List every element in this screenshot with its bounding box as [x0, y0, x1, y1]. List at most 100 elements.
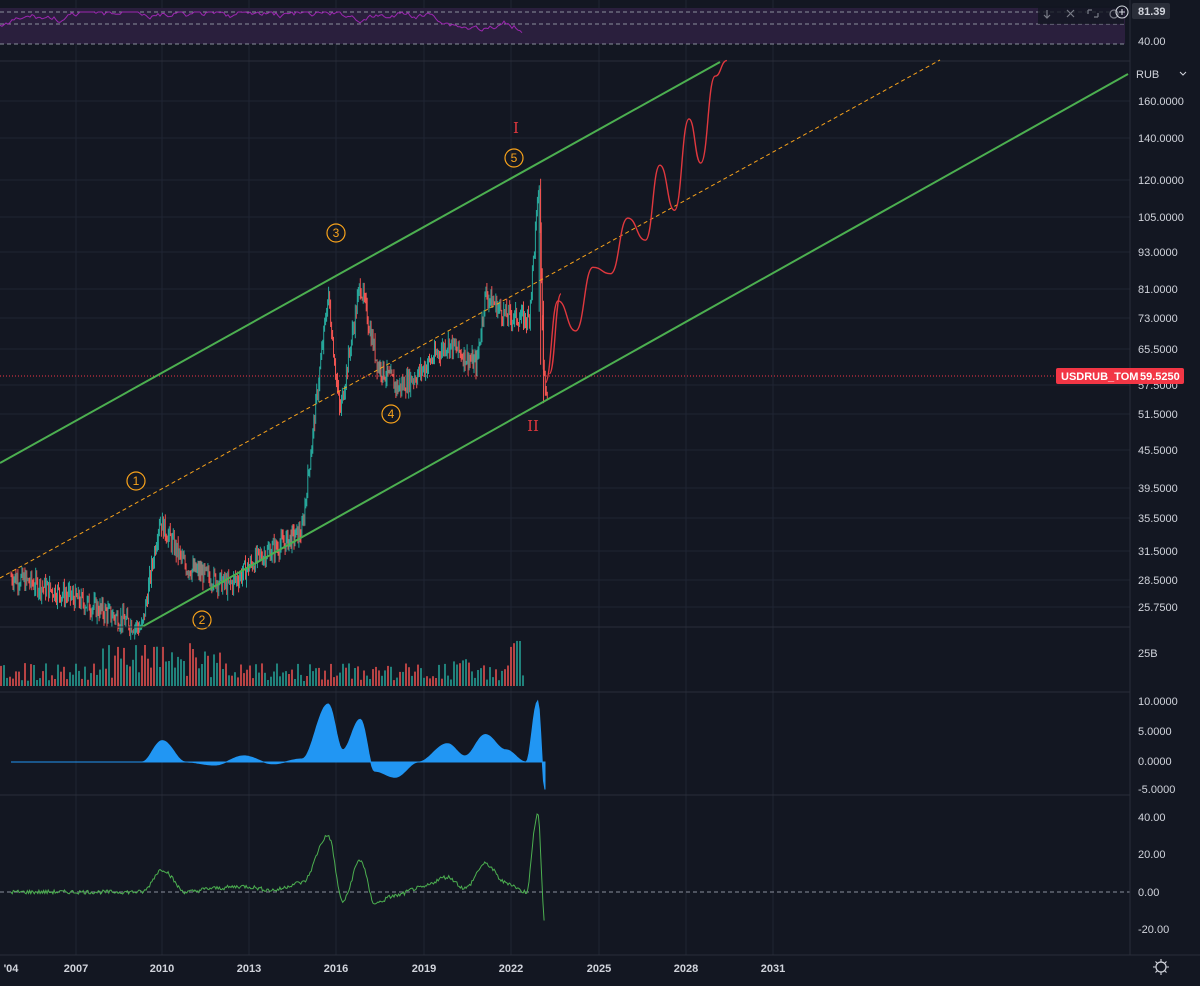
- volume-bar: [411, 675, 413, 686]
- volume-bar: [480, 668, 482, 686]
- volume-bar: [498, 680, 500, 686]
- volume-bar: [9, 676, 11, 686]
- oscillator-pane[interactable]: [11, 699, 546, 790]
- wave-label-text: 5: [511, 151, 518, 165]
- volume-bar: [213, 654, 215, 686]
- plus-circle-icon: [1115, 5, 1129, 19]
- pane-settings-button[interactable]: [1109, 9, 1119, 19]
- price-tick-label: 81.0000: [1138, 284, 1178, 296]
- volume-bar: [375, 666, 377, 686]
- volume-bar: [378, 670, 380, 686]
- volume-bar: [294, 679, 296, 686]
- volume-pane[interactable]: [0, 640, 524, 686]
- volume-bar: [510, 646, 512, 686]
- pane-toolbar[interactable]: [1038, 6, 1124, 24]
- price-badge[interactable]: USDRUB_TOM 59.5250: [1056, 368, 1184, 384]
- symbol-label: USDRUB_TOM: [1061, 371, 1138, 383]
- volume-bar: [456, 664, 458, 686]
- maximize-icon: [1087, 9, 1099, 18]
- close-pane-button[interactable]: [1066, 9, 1075, 18]
- rsi-pane[interactable]: [0, 8, 1125, 45]
- maximize-pane-button[interactable]: [1087, 9, 1099, 18]
- volume-bar: [522, 675, 524, 686]
- price-tick-label: 105.0000: [1138, 212, 1184, 224]
- volume-bar: [345, 667, 347, 686]
- volume-bar: [306, 676, 308, 686]
- chart-settings-button[interactable]: [1153, 959, 1169, 975]
- wave-label-roman-ii[interactable]: II: [527, 417, 539, 435]
- volume-bar: [429, 678, 431, 686]
- volume-bar: [93, 663, 95, 686]
- volume-bar: [282, 672, 284, 686]
- volume-bar: [399, 671, 401, 686]
- price-axis[interactable]: [1130, 0, 1200, 955]
- rsi-value-label: 81.39: [1138, 6, 1166, 18]
- volume-bar: [153, 646, 155, 686]
- time-tick-label: 2025: [587, 963, 611, 975]
- volume-bar: [432, 676, 434, 686]
- volume-bar: [513, 643, 515, 686]
- volume-bar: [222, 669, 224, 686]
- volume-bar: [468, 662, 470, 686]
- volume-bar: [132, 659, 134, 686]
- volume-bar: [144, 645, 146, 686]
- channel-median-line: [0, 59, 941, 579]
- wave-label-3[interactable]: 3: [326, 223, 346, 243]
- volume-bar: [519, 641, 521, 686]
- volume-bar: [495, 669, 497, 686]
- wave-label-1[interactable]: 1: [126, 471, 146, 491]
- volume-bar: [84, 666, 86, 686]
- volume-bar: [135, 645, 137, 686]
- volume-bar: [465, 659, 467, 686]
- volume-bar: [381, 675, 383, 686]
- currency-label[interactable]: RUB: [1136, 69, 1159, 81]
- volume-bar: [33, 665, 35, 686]
- wave-label-5[interactable]: 5: [504, 148, 524, 168]
- volume-bar: [48, 680, 50, 686]
- price-tick-label: 73.0000: [1138, 313, 1178, 325]
- volume-bar: [0, 665, 2, 686]
- time-axis[interactable]: [0, 955, 1200, 986]
- volume-bar: [492, 677, 494, 686]
- wave-label-roman-i[interactable]: I: [513, 119, 519, 137]
- volume-bar: [366, 675, 368, 686]
- wave-label-2[interactable]: 2: [192, 610, 212, 630]
- volume-bar: [309, 664, 311, 686]
- volume-bar: [177, 656, 179, 686]
- volume-bar: [87, 679, 89, 686]
- volume-bar: [162, 646, 164, 686]
- zoom-in-button[interactable]: [1115, 5, 1129, 19]
- volume-bar: [504, 669, 506, 686]
- roc-pane[interactable]: [0, 813, 1130, 921]
- volume-bar: [228, 675, 230, 686]
- osc-tick-label: -5.0000: [1138, 784, 1175, 796]
- wave-label-text: 2: [199, 613, 206, 627]
- volume-bar: [507, 665, 509, 686]
- volume-bar: [204, 651, 206, 686]
- volume-bar: [15, 671, 17, 686]
- volume-bar: [225, 663, 227, 686]
- projection-path-main: [544, 59, 728, 384]
- volume-bar: [186, 675, 188, 686]
- projection-path-alt: [548, 293, 562, 375]
- volume-bar: [231, 675, 233, 686]
- wave-label-text: 1: [133, 474, 140, 488]
- volume-bar: [264, 672, 266, 686]
- move-down-button[interactable]: [1043, 10, 1051, 19]
- volume-bar: [189, 643, 191, 686]
- volume-tick-label: 25B: [1138, 648, 1158, 660]
- price-pane[interactable]: 1 2 3 4 5 I II: [0, 59, 1130, 640]
- volume-bar: [420, 668, 422, 686]
- wave-label-4[interactable]: 4: [381, 404, 401, 424]
- volume-bar: [198, 668, 200, 686]
- osc-tick-label: 0.0000: [1138, 756, 1172, 768]
- rsi-value-badge: [1132, 3, 1170, 19]
- volume-bar: [90, 673, 92, 686]
- volume-bar: [312, 671, 314, 686]
- volume-bar: [315, 668, 317, 686]
- volume-bar: [51, 675, 53, 686]
- chevron-down-icon[interactable]: [1179, 71, 1187, 76]
- volume-bar: [216, 662, 218, 686]
- plus-icon: [1119, 9, 1125, 15]
